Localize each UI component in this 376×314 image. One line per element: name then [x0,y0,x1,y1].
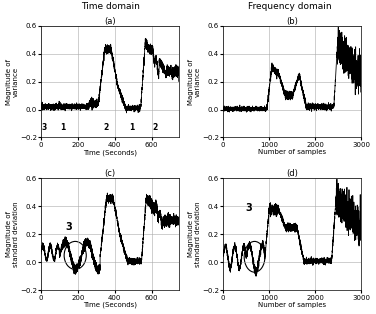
X-axis label: Time (Seconds): Time (Seconds) [83,149,137,155]
Y-axis label: Magnitude of
variance: Magnitude of variance [188,58,201,105]
Text: 1: 1 [61,123,66,132]
Y-axis label: Magnitude of
standard deviation: Magnitude of standard deviation [6,202,18,267]
Title: (b): (b) [287,17,298,25]
Text: 3: 3 [245,203,252,213]
Title: (a): (a) [105,17,116,25]
Text: 2: 2 [153,123,158,132]
Text: 3: 3 [41,123,47,132]
Text: Time domain: Time domain [82,2,140,11]
Text: Frequency domain: Frequency domain [248,2,331,11]
Text: 3: 3 [65,222,72,232]
Title: (d): (d) [287,170,298,178]
X-axis label: Number of samples: Number of samples [258,302,326,308]
X-axis label: Time (Seconds): Time (Seconds) [83,302,137,308]
Y-axis label: Magnitude of
variance: Magnitude of variance [6,58,18,105]
X-axis label: Number of samples: Number of samples [258,149,326,155]
Y-axis label: Magnitude of
standard deviation: Magnitude of standard deviation [188,202,201,267]
Text: 2: 2 [103,123,108,132]
Title: (c): (c) [105,170,116,178]
Text: 1: 1 [129,123,134,132]
